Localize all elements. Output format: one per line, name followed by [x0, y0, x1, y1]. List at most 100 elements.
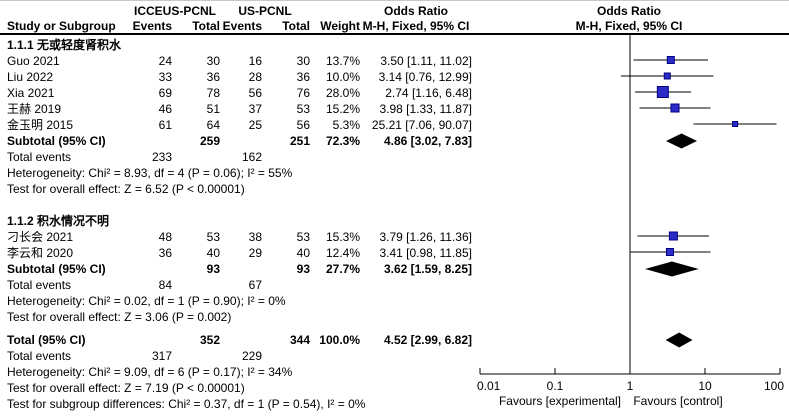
events2-cell: 16	[248, 54, 262, 68]
study-name: 李云和 2020	[7, 246, 74, 260]
or-ci-cell: 4.52 [2.99, 6.82]	[383, 333, 472, 347]
weight-cell: 28.0%	[325, 86, 360, 100]
weight-cell: 27.7%	[325, 262, 360, 276]
total-events-row: Total events 84 67	[0, 277, 789, 293]
events2-cell: 56	[248, 86, 262, 100]
study-row: 李云和 2020 36 40 29 40 12.4% 3.41 [0.98, 1…	[0, 245, 789, 261]
events1-cell: 233	[151, 150, 172, 164]
total2-cell: 36	[296, 70, 310, 84]
subtotal-row: Subtotal (95% CI) 259 251 72.3% 4.86 [3.…	[0, 133, 789, 149]
events1-cell: 69	[158, 86, 172, 100]
overall-effect-row: Test for overall effect: Z = 6.52 (P < 0…	[7, 182, 245, 196]
events2-header: Events	[222, 19, 262, 33]
events1-cell: 46	[158, 102, 172, 116]
study-name: 王赫 2019	[7, 102, 62, 116]
total1-cell: 51	[206, 102, 220, 116]
or-ci-cell: 3.79 [1.26, 11.36]	[379, 230, 472, 244]
or-ci-cell: 2.74 [1.16, 6.48]	[385, 86, 472, 100]
subtotal-label: Subtotal (95% CI)	[7, 262, 106, 276]
events1-cell: 317	[151, 349, 172, 363]
events2-cell: 29	[248, 246, 262, 260]
total1-cell: 78	[206, 86, 220, 100]
events2-cell: 162	[241, 150, 262, 164]
total2-cell: 53	[296, 102, 310, 116]
weight-cell: 12.4%	[325, 246, 360, 260]
total1-cell: 40	[206, 246, 220, 260]
events2-cell: 67	[248, 278, 262, 292]
events2-cell: 25	[248, 118, 262, 132]
total2-cell: 53	[296, 230, 310, 244]
heterogeneity-row: Heterogeneity: Chi² = 9.09, df = 6 (P = …	[7, 365, 293, 379]
weight-cell: 15.3%	[325, 230, 360, 244]
total1-header: Total	[192, 19, 220, 33]
events1-cell: 61	[158, 118, 172, 132]
overall-effect-row: Test for overall effect: Z = 3.06 (P = 0…	[7, 310, 232, 324]
total2-cell: 251	[289, 134, 310, 148]
events1-cell: 36	[158, 246, 172, 260]
subgroup-differences-row: Test for subgroup differences: Chi² = 0.…	[7, 397, 366, 411]
total1-cell: 93	[206, 262, 220, 276]
or-ci-cell: 3.14 [0.76, 12.99]	[378, 70, 472, 84]
events1-cell: 33	[158, 70, 172, 84]
header-groups: ICCEUS-PCNL US-PCNL Odds Ratio Odds Rati…	[0, 3, 789, 19]
or-ci-cell: 25.21 [7.06, 90.07]	[371, 118, 472, 132]
plot-title: Odds Ratio	[596, 4, 661, 18]
total-events-row: Total events 233 162	[0, 149, 789, 165]
study-name: Guo 2021	[7, 54, 60, 68]
total2-cell: 56	[296, 118, 310, 132]
or-ci-cell: 3.50 [1.11, 11.02]	[380, 54, 472, 68]
events1-cell: 84	[158, 278, 172, 292]
total-events-label: Total events	[7, 150, 72, 164]
group1-header: ICCEUS-PCNL	[133, 4, 216, 18]
study-row: Guo 2021 24 30 16 30 13.7% 3.50 [1.11, 1…	[0, 53, 789, 69]
total2-cell: 40	[296, 246, 310, 260]
or-ci-cell: 3.62 [1.59, 8.25]	[383, 262, 472, 276]
weight-cell: 15.2%	[325, 102, 360, 116]
total1-cell: 259	[199, 134, 220, 148]
or-column-title: Odds Ratio	[383, 4, 448, 18]
total1-cell: 30	[206, 54, 220, 68]
total2-cell: 30	[296, 54, 310, 68]
events1-cell: 48	[158, 230, 172, 244]
events1-header: Events	[132, 19, 172, 33]
total-row: Total (95% CI) 352 344 100.0% 4.52 [2.99…	[0, 332, 789, 348]
study-name: 刁长会 2021	[7, 230, 74, 244]
study-row: 刁长会 2021 48 53 38 53 15.3% 3.79 [1.26, 1…	[0, 229, 789, 245]
weight-header: Weight	[320, 19, 360, 33]
events2-cell: 38	[248, 230, 262, 244]
weight-cell: 72.3%	[325, 134, 360, 148]
heterogeneity-row: Heterogeneity: Chi² = 8.93, df = 4 (P = …	[7, 166, 293, 180]
study-name: Xia 2021	[7, 86, 55, 100]
events2-cell: 28	[248, 70, 262, 84]
weight-cell: 10.0%	[325, 70, 360, 84]
study-column-header: Study or Subgroup	[7, 19, 116, 33]
or-ci-cell: 4.86 [3.02, 7.83]	[383, 134, 472, 148]
header-columns: Study or Subgroup Events Total Events To…	[0, 18, 789, 34]
total-events-label: Total events	[7, 278, 72, 292]
total2-cell: 93	[296, 262, 310, 276]
total2-header: Total	[282, 19, 310, 33]
total-label: Total (95% CI)	[7, 333, 86, 347]
or-ci-cell: 3.98 [1.33, 11.87]	[379, 102, 472, 116]
study-row: Liu 2022 33 36 28 36 10.0% 3.14 [0.76, 1…	[0, 69, 789, 85]
header-divider	[0, 33, 789, 35]
weight-cell: 13.7%	[325, 54, 360, 68]
total-events-row: Total events 317 229	[0, 348, 789, 364]
events2-cell: 229	[241, 349, 262, 363]
overall-effect-row: Test for overall effect: Z = 7.19 (P < 0…	[7, 381, 245, 395]
total2-cell: 76	[296, 86, 310, 100]
study-row: 王赫 2019 46 51 37 53 15.2% 3.98 [1.33, 11…	[0, 101, 789, 117]
events1-cell: 24	[158, 54, 172, 68]
or-ci-cell: 3.41 [0.98, 11.85]	[379, 246, 472, 260]
or-method-header: M-H, Fixed, 95% CI	[362, 19, 470, 33]
weight-cell: 100.0%	[319, 333, 360, 347]
study-name: Liu 2022	[7, 70, 54, 84]
subtotal-row: Subtotal (95% CI) 93 93 27.7% 3.62 [1.59…	[0, 261, 789, 277]
total1-cell: 64	[206, 118, 220, 132]
total1-cell: 352	[199, 333, 220, 347]
subgroup-1-label: 1.1.1 无或轻度肾积水	[7, 38, 122, 52]
total1-cell: 53	[206, 230, 220, 244]
total1-cell: 36	[206, 70, 220, 84]
subtotal-label: Subtotal (95% CI)	[7, 134, 106, 148]
